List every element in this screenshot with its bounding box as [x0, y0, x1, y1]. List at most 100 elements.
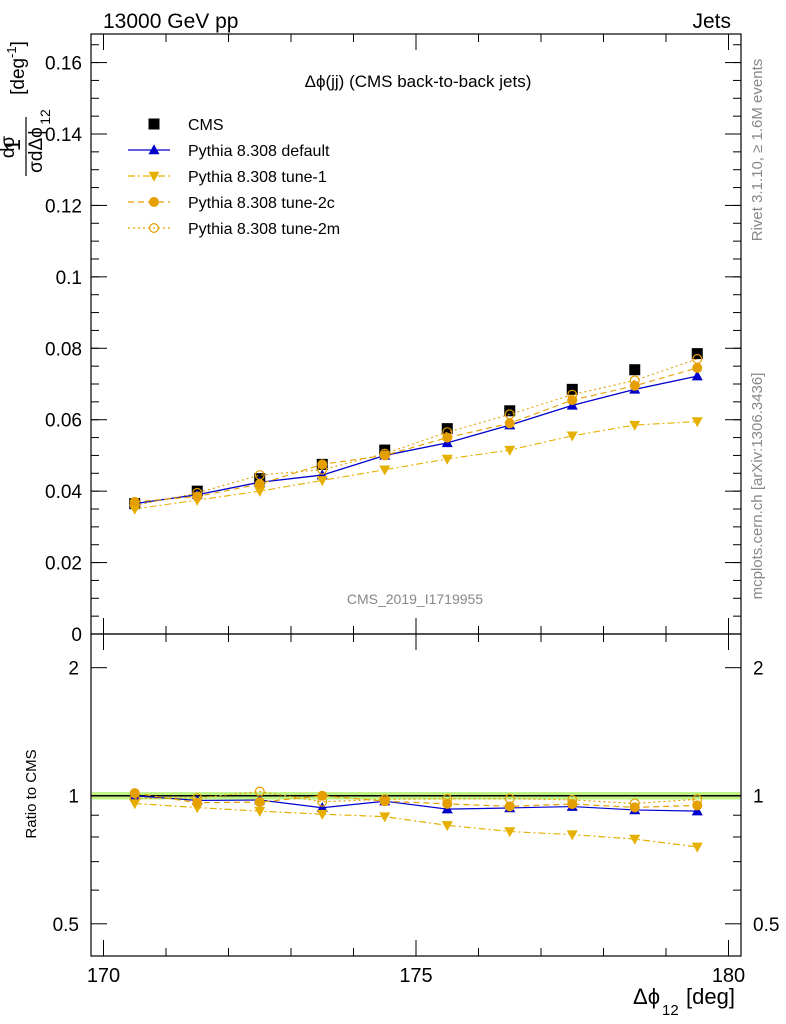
legend-marker	[148, 144, 160, 155]
data-point	[692, 362, 703, 373]
data-point	[442, 427, 453, 438]
series-line	[134, 358, 698, 506]
ratio-data-point	[379, 794, 390, 805]
data-point	[629, 375, 640, 386]
data-point	[379, 465, 391, 476]
data-point	[316, 476, 328, 487]
svg-text:[deg-1]: [deg-1]	[4, 41, 29, 95]
ratio-data-point	[692, 794, 703, 805]
data-point	[254, 470, 265, 481]
ratio-data-point	[566, 830, 578, 841]
ratio-y-tick-label: 1	[68, 787, 79, 808]
data-point	[567, 395, 578, 406]
svg-text:σdΔϕ: σdΔϕ	[26, 127, 47, 173]
ratio-y-tick-label-right: 0.5	[753, 915, 779, 936]
legend-marker	[148, 118, 160, 130]
legend-label: Pythia 8.308 default	[188, 143, 330, 160]
series-line	[134, 420, 698, 510]
x-axis-label: Δϕ 12 [deg]	[633, 984, 735, 1019]
rivet-label: Rivet 3.1.10, ≥ 1.6M events	[749, 59, 766, 242]
svg-text:12: 12	[662, 1002, 679, 1019]
legend-marker	[149, 223, 160, 234]
data-point	[691, 417, 703, 428]
ratio-data-point	[317, 796, 328, 807]
data-point	[567, 389, 578, 400]
main-ylabel: 1 dσ σdΔϕ 12 [deg-1]	[0, 41, 53, 176]
ratio-data-point	[316, 809, 328, 820]
data-point	[129, 496, 140, 507]
ratio-data-point	[629, 834, 641, 845]
ratio-data-point	[192, 792, 203, 803]
data-point	[504, 405, 516, 417]
data-point	[254, 479, 265, 489]
ratio-y-tick-label-right: 2	[753, 659, 764, 680]
ratio-series-line	[134, 795, 698, 812]
main-panel: 0 0.02 0.04 0.06 0.08 0.1 0.12 0.14 0.16 CMS Pythi…	[45, 33, 742, 646]
ratio-data-point	[567, 794, 578, 805]
y-tick-label: 0.08	[45, 339, 82, 360]
data-point	[692, 354, 703, 365]
ratio-series-line	[134, 792, 698, 808]
data-point	[566, 431, 578, 442]
y-tick-label: 0.12	[45, 196, 82, 217]
data-point	[192, 491, 203, 502]
main-title: Δϕ(jj) (CMS back-to-back jets)	[305, 72, 532, 91]
ratio-data-point	[254, 786, 265, 797]
data-point	[441, 454, 453, 465]
y-tick-label: 0	[71, 625, 82, 646]
ratio-series-line	[134, 802, 698, 848]
ratio-y-tick-label-right: 1	[753, 787, 764, 808]
text-layer: 13000 GeV pp Jets Δϕ(jj) (CMS back-to-ba…	[0, 10, 766, 1019]
svg-text:[deg]: [deg]	[686, 984, 735, 1009]
data-point	[629, 380, 640, 391]
data-point	[129, 500, 140, 511]
ratio-data-point	[691, 842, 703, 853]
legend-label: CMS	[188, 117, 224, 134]
data-point	[441, 423, 453, 435]
legend-label: Pythia 8.308 tune-1	[188, 169, 327, 186]
ratio-series-line	[134, 790, 698, 805]
ratio-y-tick-label: 2	[68, 659, 79, 680]
series-line	[134, 375, 698, 505]
data-point	[317, 464, 328, 475]
ratio-data-point	[441, 821, 453, 832]
ratio-ylabel: Ratio to CMS	[23, 749, 40, 838]
y-tick-label: 0.04	[45, 482, 82, 503]
y-tick-label: 0.02	[45, 554, 82, 575]
data-point	[317, 459, 328, 470]
series-line	[134, 367, 698, 503]
ratio-data-point	[379, 796, 390, 807]
ratio-panel: 0.5 0.5 1 1 2 2 170 175 180	[53, 633, 779, 987]
data-point	[504, 418, 515, 429]
y-tick-label: 0.14	[45, 125, 82, 146]
mcplots-label: mcplots.cern.ch [arXiv:1306.3436]	[749, 373, 766, 600]
legend-label: Pythia 8.308 tune-2c	[188, 195, 335, 212]
ratio-data-point	[129, 788, 140, 799]
ratio-data-point	[316, 802, 328, 813]
legend-marker	[149, 197, 159, 207]
svg-text:12: 12	[37, 109, 53, 125]
data-point	[504, 409, 515, 420]
ratio-data-point	[504, 801, 515, 812]
data-point	[254, 486, 266, 497]
svg-text:Δϕ: Δϕ	[633, 984, 660, 1009]
y-tick-label: 0.06	[45, 411, 82, 432]
ratio-data-point	[504, 827, 516, 838]
ratio-y-tick-label: 0.5	[53, 915, 79, 936]
data-point	[691, 348, 703, 360]
x-tick-label: 170	[87, 965, 120, 987]
x-tick-label: 180	[712, 965, 745, 987]
x-tick-label: 175	[399, 965, 432, 987]
data-point	[691, 370, 703, 381]
svg-text:dσ: dσ	[0, 136, 19, 159]
legend-label: Pythia 8.308 tune-2m	[188, 221, 340, 238]
ratio-data-point	[442, 793, 453, 804]
ratio-data-point	[129, 793, 140, 804]
data-point	[192, 487, 203, 498]
ratio-data-point	[629, 798, 640, 809]
watermark: CMS_2019_I1719955	[347, 591, 483, 607]
ratio-data-point	[379, 812, 391, 823]
y-tick-label: 0.16	[45, 54, 82, 75]
header-right: Jets	[692, 10, 731, 33]
